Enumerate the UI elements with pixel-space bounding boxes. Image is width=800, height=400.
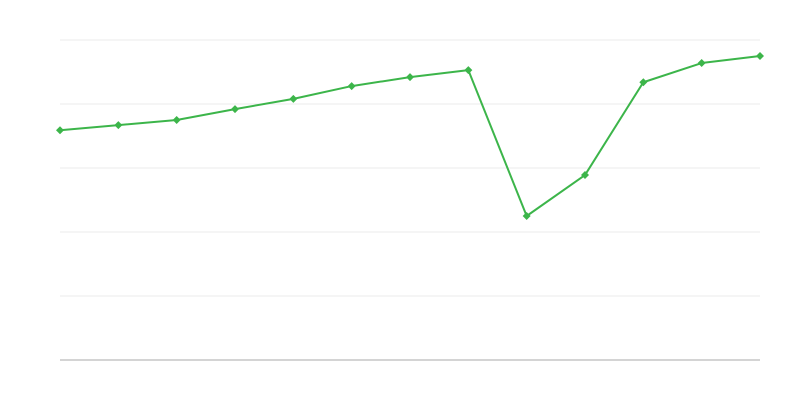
data-point-marker[interactable]: [464, 66, 473, 75]
data-point-marker[interactable]: [697, 59, 706, 68]
data-point-marker[interactable]: [406, 73, 414, 82]
data-point-marker[interactable]: [56, 126, 64, 135]
data-point-marker[interactable]: [581, 171, 589, 180]
data-point-marker[interactable]: [347, 82, 356, 91]
data-point-marker[interactable]: [639, 78, 648, 87]
gridlines: [60, 39, 760, 297]
data-point-marker[interactable]: [114, 121, 123, 130]
data-point-marker[interactable]: [289, 94, 298, 103]
data-point-marker[interactable]: [522, 212, 531, 220]
data-point-marker[interactable]: [756, 52, 764, 60]
series-group: [56, 52, 764, 220]
data-point-marker[interactable]: [172, 116, 181, 124]
data-point-marker[interactable]: [231, 105, 239, 114]
